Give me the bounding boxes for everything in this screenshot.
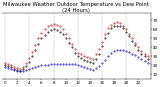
Title: Milwaukee Weather Outdoor Temperature vs Dew Point (24 Hours): Milwaukee Weather Outdoor Temperature vs… (3, 2, 149, 13)
